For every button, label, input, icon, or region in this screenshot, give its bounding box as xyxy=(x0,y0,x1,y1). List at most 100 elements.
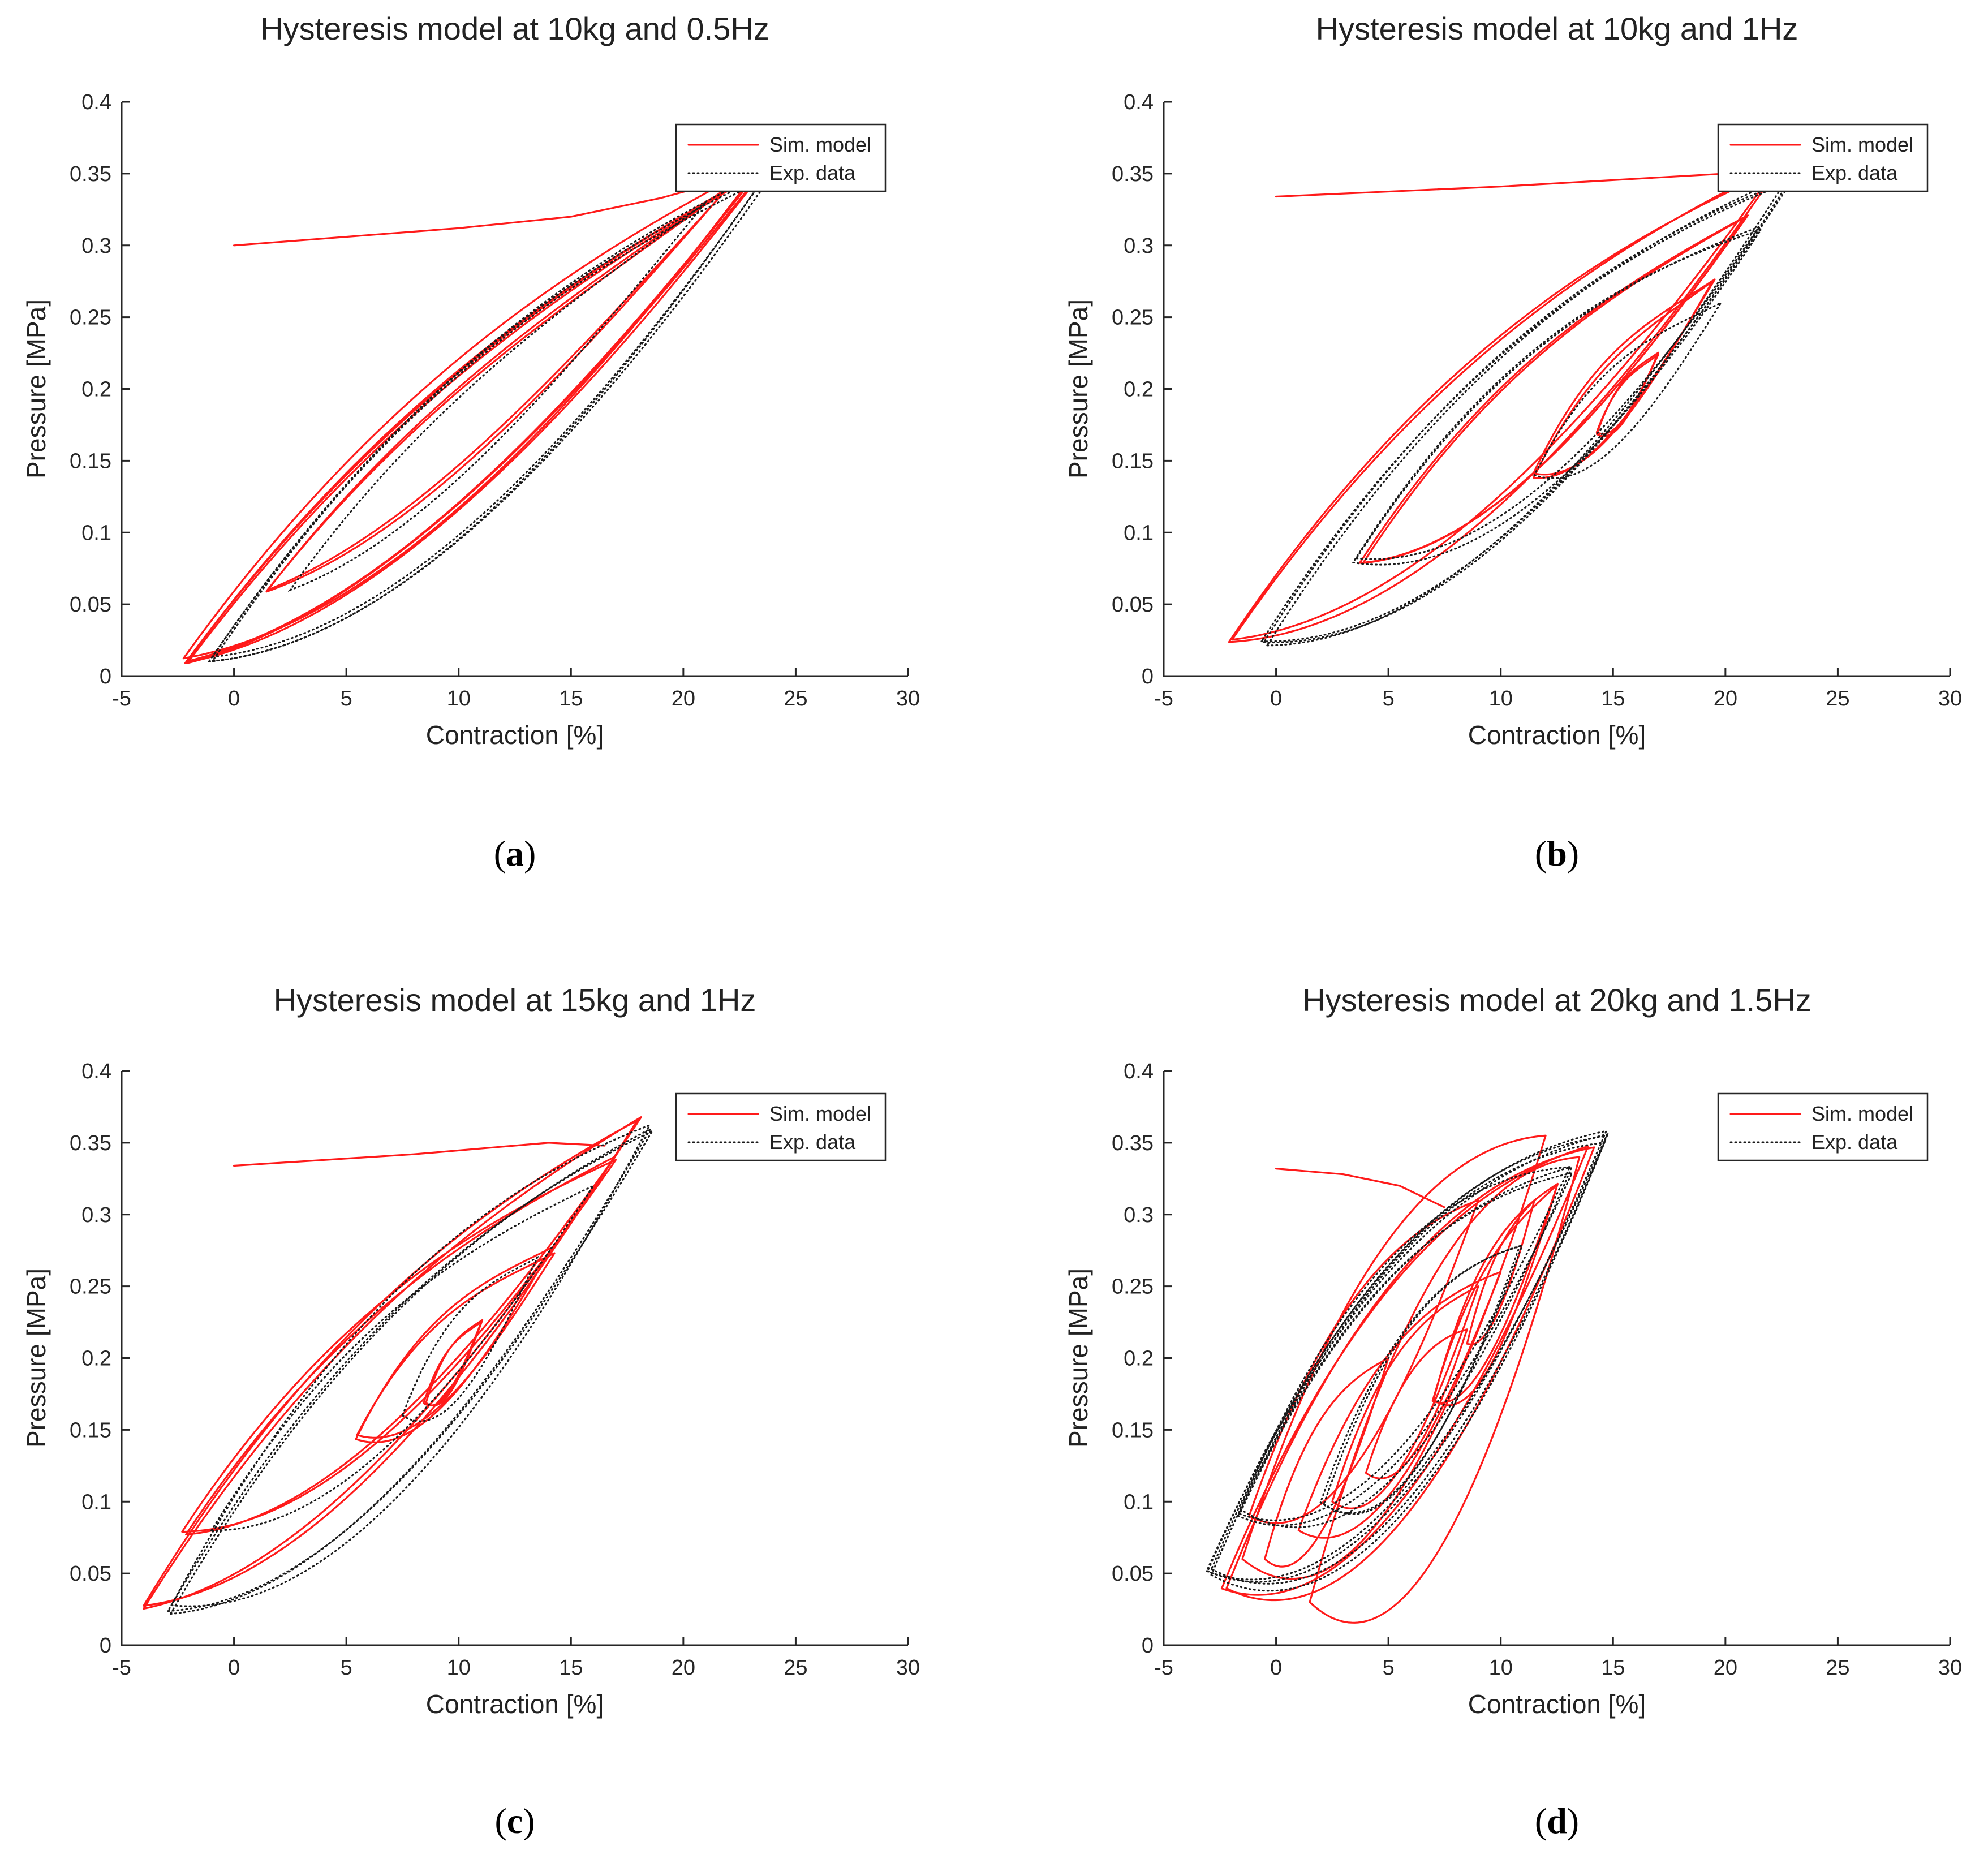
exp-data-curve xyxy=(1239,1165,1573,1529)
chart-title: Hysteresis model at 10kg and 1Hz xyxy=(1316,11,1798,46)
y-tick-label: 0.25 xyxy=(70,1275,111,1299)
chart-panel-c: Hysteresis model at 15kg and 1Hz -5 0 5 10 15… xyxy=(21,982,920,1841)
y-tick-label: 0.35 xyxy=(1112,162,1154,186)
y-axis-label: Pressure [MPa] xyxy=(1064,299,1093,479)
x-tick-label: 5 xyxy=(1383,1656,1395,1680)
y-tick-label: 0.3 xyxy=(1124,1203,1154,1227)
sim-model-curve xyxy=(1358,214,1749,564)
y-axis-label: Pressure [MPa] xyxy=(21,299,51,479)
exp-data-curve xyxy=(210,167,772,662)
x-tick-label: 15 xyxy=(1601,687,1625,711)
sim-model-curve xyxy=(1220,1145,1589,1596)
panel-caption-letter: a xyxy=(506,833,524,874)
exp-data-curve xyxy=(1260,179,1794,643)
chart-title: Hysteresis model at 10kg and 0.5Hz xyxy=(260,11,769,46)
x-tick-label: 25 xyxy=(784,687,807,711)
x-tick-label: -5 xyxy=(1154,1656,1173,1680)
panel-caption: (a) xyxy=(494,833,536,874)
exp-data-curve xyxy=(1352,228,1763,566)
legend-entry-label: Exp. data xyxy=(769,161,856,184)
y-tick-label: 0.15 xyxy=(70,1418,111,1442)
exp-data-curve xyxy=(210,172,769,658)
y-tick-label: 0.15 xyxy=(70,449,111,473)
chart-title: Hysteresis model at 20kg and 1.5Hz xyxy=(1302,982,1811,1018)
exp-data-curve xyxy=(401,1255,539,1422)
chart-panel-a: Hysteresis model at 10kg and 0.5Hz-5 0 5 10… xyxy=(21,11,920,874)
x-tick-label: 15 xyxy=(1601,1656,1625,1680)
sim-model-curve xyxy=(1362,215,1748,564)
sim-model-curve xyxy=(265,186,729,593)
x-tick-label: -5 xyxy=(112,1656,131,1680)
sim-model-curve xyxy=(182,162,764,660)
y-tick-label: 0.4 xyxy=(81,1060,111,1083)
y-tick-label: 0.15 xyxy=(1112,1418,1154,1442)
sim-model-curve xyxy=(356,1252,556,1439)
exp-data-curve xyxy=(170,1124,652,1607)
exp-data-curve xyxy=(210,1184,596,1531)
y-tick-label: 0.1 xyxy=(81,1490,111,1514)
sim-model-curve xyxy=(143,1116,642,1610)
x-tick-label: 20 xyxy=(672,1656,695,1680)
x-tick-label: 20 xyxy=(1714,1656,1737,1680)
chart-panel-b: Hysteresis model at 10kg and 1Hz-5 0 5 10 15… xyxy=(1064,11,1962,874)
y-tick-label: 0.05 xyxy=(1112,593,1154,617)
x-tick-label: 25 xyxy=(1826,1656,1849,1680)
y-tick-label: 0.35 xyxy=(70,1131,111,1155)
sim-model-curve xyxy=(423,1321,483,1406)
panel-caption-letter: c xyxy=(507,1801,523,1841)
legend-box xyxy=(1717,1092,1929,1161)
panel-caption-letter: b xyxy=(1547,833,1567,874)
sim-model-curve xyxy=(185,1155,616,1535)
exp-data-curve xyxy=(166,1128,655,1612)
exp-data-curve xyxy=(1210,1141,1606,1592)
x-tick-label: 30 xyxy=(896,687,920,711)
y-tick-label: 0.1 xyxy=(1124,1490,1154,1514)
x-tick-label: 5 xyxy=(1383,687,1395,711)
x-tick-label: 5 xyxy=(341,687,352,711)
legend-box xyxy=(675,123,887,192)
exp-data-curve xyxy=(1319,1244,1524,1514)
panel-caption: (d) xyxy=(1535,1801,1579,1841)
x-tick-label: 10 xyxy=(447,687,471,711)
x-axis-label: Contraction [%] xyxy=(426,1689,604,1719)
sim-model-curve xyxy=(1595,354,1659,435)
y-axis-label: Pressure [MPa] xyxy=(1064,1268,1093,1448)
sim-model-curve xyxy=(1297,1271,1502,1539)
x-tick-label: 25 xyxy=(1826,687,1849,711)
x-tick-label: 15 xyxy=(559,1656,583,1680)
x-tick-label: 10 xyxy=(447,1656,471,1680)
y-tick-label: 0 xyxy=(100,665,111,689)
y-tick-label: 0.4 xyxy=(1124,91,1154,114)
y-tick-label: 0 xyxy=(1142,665,1154,689)
sim-model-curve xyxy=(1431,1184,1559,1404)
y-tick-label: 0.05 xyxy=(70,1562,111,1586)
exp-data-curve xyxy=(1205,1133,1609,1581)
chart-title: Hysteresis model at 15kg and 1Hz xyxy=(274,982,756,1018)
x-tick-label: 30 xyxy=(896,1656,920,1680)
x-tick-label: 5 xyxy=(341,1656,352,1680)
y-tick-label: 0.15 xyxy=(1112,449,1154,473)
legend-entry-label: Exp. data xyxy=(1811,161,1898,184)
y-tick-label: 0.35 xyxy=(70,162,111,186)
x-tick-label: -5 xyxy=(1154,687,1173,711)
y-axis-label: Pressure [MPa] xyxy=(21,1268,51,1448)
panel-caption-letter: d xyxy=(1547,1801,1567,1841)
y-tick-label: 0.4 xyxy=(1124,1060,1154,1083)
panel-caption: (b) xyxy=(1535,833,1579,874)
x-tick-label: 15 xyxy=(559,687,583,711)
x-tick-label: 30 xyxy=(1938,687,1962,711)
x-axis-label: Contraction [%] xyxy=(426,720,604,750)
y-tick-label: 0.25 xyxy=(1112,1275,1154,1299)
y-tick-label: 0.35 xyxy=(1112,1131,1154,1155)
sim-model-curve xyxy=(1432,1182,1559,1406)
y-tick-label: 0 xyxy=(100,1634,111,1658)
exp-data-curve xyxy=(1266,173,1792,647)
y-tick-label: 0.2 xyxy=(1124,378,1154,402)
x-tick-label: 30 xyxy=(1938,1656,1962,1680)
sim-model-curve xyxy=(143,1119,638,1607)
x-tick-label: 0 xyxy=(1270,1656,1282,1680)
chart-panel-d: Hysteresis model at 20kg and 1.5Hz-5 0 5 10… xyxy=(1064,982,1962,1841)
exp-data-curve xyxy=(1210,1135,1608,1585)
exp-data-curve xyxy=(207,175,773,663)
